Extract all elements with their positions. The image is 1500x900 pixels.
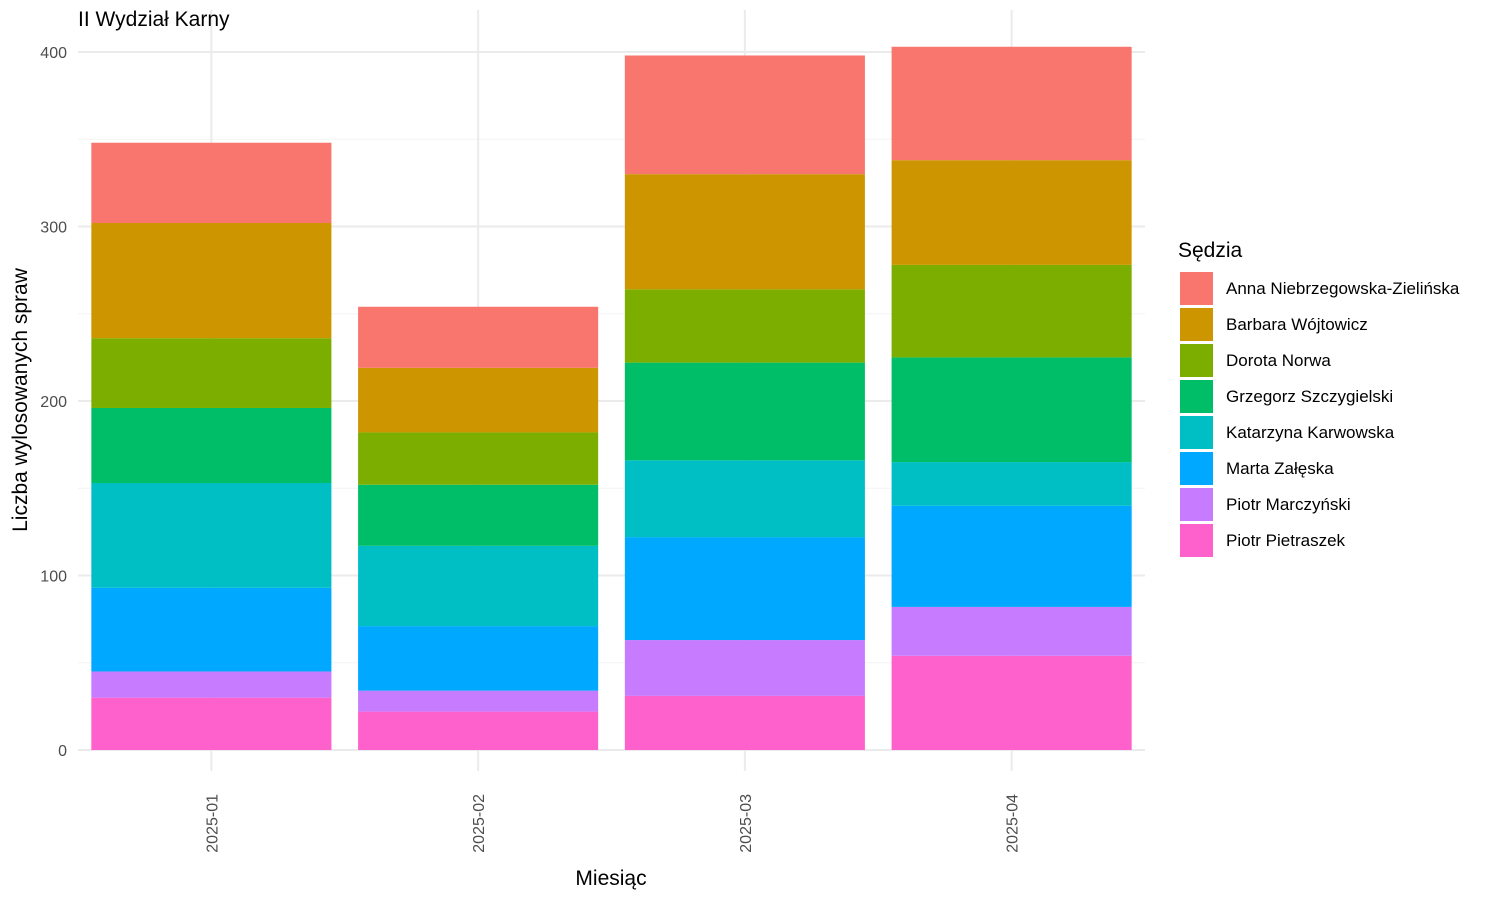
y-axis-ticks: 0 100 200 300 400 [40,45,67,760]
bar-segment [891,46,1132,161]
x-axis-title: Miesiąc [575,867,646,890]
legend-swatch [1180,488,1213,521]
bar-segment [624,537,865,641]
bar-segment [358,626,599,691]
bars [91,46,1132,750]
y-tick-label: 300 [40,220,67,237]
x-tick-label: 2025-01 [204,794,221,853]
bar-segment [891,655,1132,750]
legend-swatch [1180,452,1213,485]
legend-label: Piotr Marczyński [1226,495,1351,514]
chart-title: II Wydział Karny [78,8,230,31]
bar-segment [624,55,865,175]
x-tick-label: 2025-03 [738,794,755,853]
legend: Sędzia Anna Niebrzegowska-Zielińska Barba… [1178,239,1460,557]
bar-segment [358,545,599,627]
bar-segment [891,264,1132,358]
y-axis-title: Liczba wylosowanych spraw [9,267,32,532]
bar-segment [91,407,332,484]
bar-segment [624,695,865,750]
bar-segment [624,362,865,461]
bar-segment [891,606,1132,656]
bar-segment [358,306,599,368]
bar-segment [358,711,599,750]
bar-segment [891,160,1132,265]
y-tick-label: 200 [40,394,67,411]
bar-segment [91,223,332,339]
legend-label: Anna Niebrzegowska-Zielińska [1226,279,1460,298]
bar-segment [91,483,332,588]
bar-segment [891,462,1132,506]
bar-segment [624,640,865,696]
legend-label: Marta Załęska [1226,459,1334,478]
legend-swatch [1180,524,1213,557]
legend-label: Piotr Pietraszek [1226,531,1346,550]
bar-segment [358,690,599,712]
bar-segment [358,432,599,485]
legend-label: Katarzyna Karwowska [1226,423,1395,442]
x-tick-label: 2025-02 [471,794,488,853]
legend-label: Barbara Wójtowicz [1226,315,1368,334]
legend-swatch [1180,416,1213,449]
legend-swatch [1180,380,1213,413]
bar-segment [624,289,865,363]
legend-swatch [1180,344,1213,377]
bar-segment [358,367,599,433]
bar-segment [91,142,332,224]
bar-segment [91,671,332,698]
legend-label: Grzegorz Szczygielski [1226,387,1393,406]
legend-swatch [1180,272,1213,305]
y-tick-label: 400 [40,45,67,62]
x-axis-ticks: 2025-01 2025-02 2025-03 2025-04 [204,794,1021,853]
x-tick-label: 2025-04 [1005,794,1022,853]
legend-items: Anna Niebrzegowska-Zielińska Barbara Wójt… [1180,272,1460,557]
bar-segment [891,505,1132,607]
bar-segment [891,357,1132,463]
bar-segment [91,587,332,672]
legend-swatch [1180,308,1213,341]
bar-segment [91,338,332,408]
legend-label: Dorota Norwa [1226,351,1331,370]
legend-title: Sędzia [1178,239,1243,262]
bar-segment [624,174,865,290]
y-tick-label: 100 [40,569,67,586]
bar-segment [358,484,599,546]
bar-segment [91,697,332,750]
y-tick-label: 0 [58,743,67,760]
bar-segment [624,460,865,538]
